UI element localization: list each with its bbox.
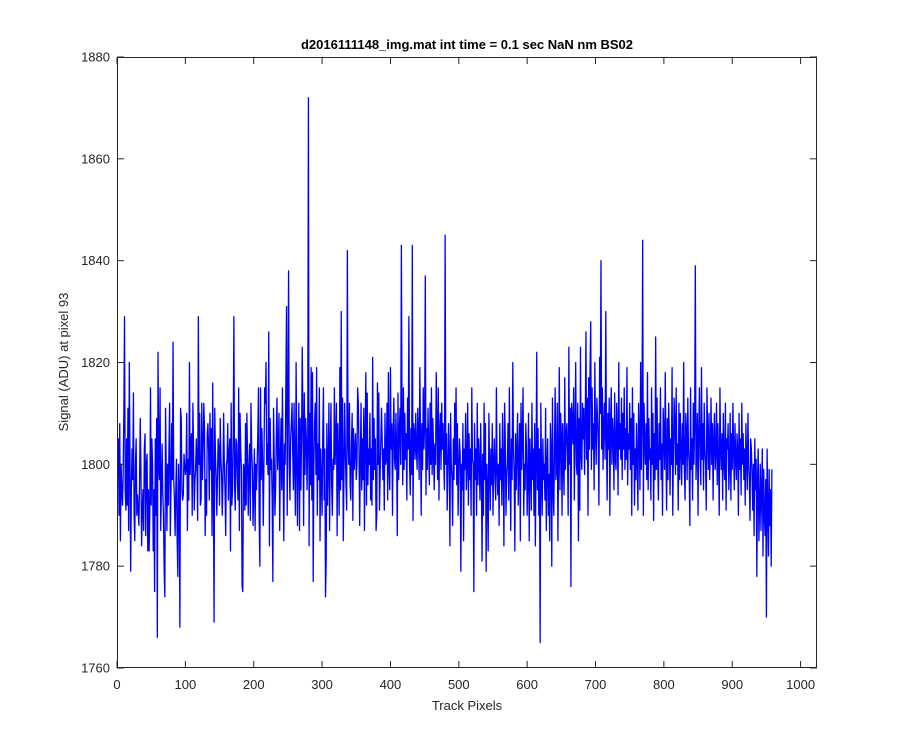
- x-tick-label: 700: [585, 677, 607, 692]
- y-tick-label: 1840: [81, 253, 110, 268]
- y-axis-label: Signal (ADU) at pixel 93: [56, 293, 71, 432]
- series-layer: [117, 97, 773, 644]
- plot-area: [117, 57, 817, 668]
- y-tick-label: 1800: [81, 457, 110, 472]
- y-tick-label: 1880: [81, 50, 110, 65]
- chart-title: d2016111148_img.mat int time = 0.1 sec N…: [301, 37, 633, 52]
- y-axis: 1760 1780 1800 1820 1840 1860 1880: [81, 50, 817, 676]
- x-tick-label: 900: [721, 677, 743, 692]
- y-tick-label: 1820: [81, 355, 110, 370]
- x-tick-label: 800: [653, 677, 675, 692]
- y-tick-label: 1760: [81, 661, 110, 676]
- x-tick-label: 200: [243, 677, 265, 692]
- y-tick-label: 1860: [81, 151, 110, 166]
- y-tick-label: 1780: [81, 559, 110, 574]
- x-tick-label: 600: [516, 677, 538, 692]
- x-axis-label: Track Pixels: [432, 698, 503, 713]
- series-line-0: [117, 97, 773, 644]
- x-tick-label: 500: [448, 677, 470, 692]
- x-tick-label: 400: [380, 677, 402, 692]
- x-tick-label: 0: [113, 677, 120, 692]
- plot-frame: [117, 57, 817, 668]
- x-axis: 0 100 200 300 400 500 600 700 800 900 1000: [113, 57, 815, 692]
- x-tick-label: 300: [311, 677, 333, 692]
- x-tick-label: 1000: [786, 677, 815, 692]
- x-tick-label: 100: [175, 677, 197, 692]
